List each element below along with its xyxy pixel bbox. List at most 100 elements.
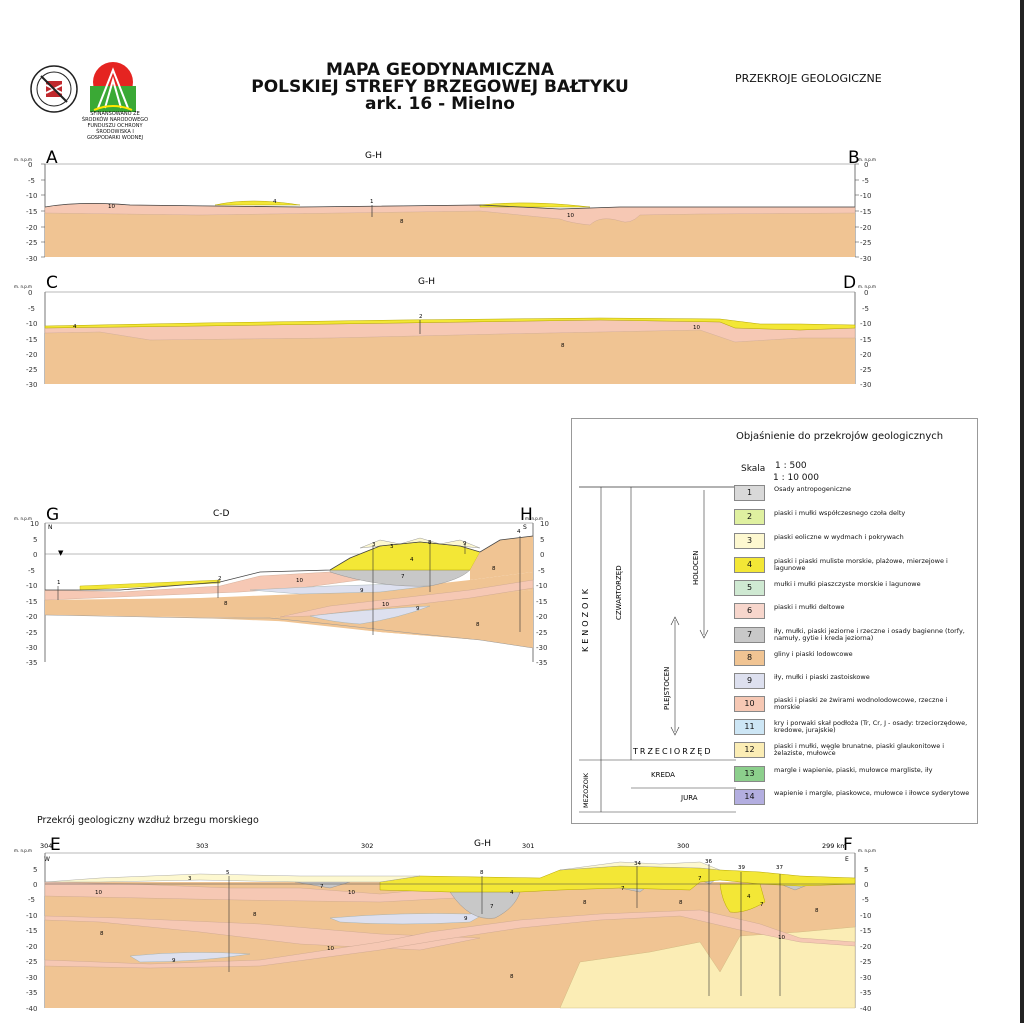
legend-row-7: 7 iły, mułki, piaski jeziorne i rzeczne i… — [734, 627, 965, 643]
section-ef-units-right: m. n.p.m — [858, 848, 876, 853]
ab-tick-r-3: -15 — [860, 208, 871, 216]
cd-tick-r-3: -15 — [860, 336, 871, 344]
ef-km-304: 304 — [40, 842, 52, 850]
legend-row-2: 2 piaski i mułki współczesnego czoła delt… — [734, 509, 964, 525]
ef-unit-3 — [44, 873, 421, 883]
ab-tick-r-1: -5 — [862, 177, 869, 185]
ab-label-8: 8 — [400, 219, 404, 225]
logos — [30, 62, 136, 113]
ab-tick-l-5: -25 — [26, 239, 37, 247]
ef-tick-r-5: -20 — [860, 943, 871, 951]
gh-label-2: 2 — [218, 576, 222, 582]
ef-tick-r-9: -40 — [860, 1005, 871, 1013]
ef-label-3: 3 — [188, 876, 192, 882]
section-gh-units-left: m. n.p.m — [14, 516, 32, 521]
ef-km-301: 301 — [522, 842, 534, 850]
ab-tick-r-2: -10 — [860, 192, 871, 200]
gh-label-10b: 10 — [382, 602, 389, 608]
ef-label-9b: 9 — [464, 916, 468, 922]
legend-row-12: 12 piaski i mułki, węgle brunatne, piaski… — [734, 742, 964, 758]
gh-tick-r-3: -5 — [538, 567, 545, 575]
ef-tick-r-2: -5 — [862, 896, 869, 904]
ef-tick-l-0: 5 — [33, 866, 37, 874]
gh-label-9c: 9 — [416, 606, 420, 612]
gh-tick-l-4: -10 — [26, 582, 37, 590]
gh-tick-r-7: -25 — [536, 629, 547, 637]
ef-tick-r-0: 5 — [864, 866, 868, 874]
cd-tick-l-4: -20 — [26, 351, 37, 359]
ef-unit-10b — [44, 915, 481, 951]
gh-tick-r-4: -10 — [536, 582, 547, 590]
gh-label-9a: 9 — [360, 588, 364, 594]
ef-tick-l-8: -35 — [26, 989, 37, 997]
section-ef-left-letter: E — [50, 835, 61, 855]
cd-unit-4 — [44, 317, 856, 331]
section-ab: A B G-H m. n.p.m m. n.p.m 0 -5 -10 -15 -… — [14, 148, 876, 263]
cd-tick-r-0: 0 — [864, 289, 868, 297]
ef-label-10d: 10 — [778, 935, 785, 941]
ef-unit-4b — [719, 883, 766, 913]
cd-tick-r-4: -20 — [860, 351, 871, 359]
section-ef-units-left: m. n.p.m — [14, 848, 32, 853]
ef-label-10a: 10 — [95, 890, 102, 896]
gh-label-7: 7 — [401, 574, 405, 580]
ef-km-299: 299 km — [822, 842, 847, 850]
legend-row-3: 3 piaski eoliczne w wydmach i pokrywach — [734, 533, 964, 549]
cd-tick-l-6: -30 — [26, 381, 37, 389]
ef-well-34: 34 — [634, 861, 641, 867]
cd-tick-r-5: -25 — [860, 366, 871, 374]
ef-km-302: 302 — [361, 842, 373, 850]
ef-label-8e: 8 — [815, 908, 819, 914]
legend-row-6: 6 piaski i mułki deltowe — [734, 603, 964, 619]
section-gh-dir-right: S — [523, 524, 527, 531]
section-gh-units-right: m. n.p.m — [525, 516, 543, 521]
ab-unit-4-lens — [214, 200, 301, 206]
ab-unit-8 — [45, 211, 855, 257]
cd-tick-r-1: -5 — [862, 305, 869, 313]
ef-label-8f: 8 — [583, 900, 587, 906]
section-cd-right-letter: D — [843, 273, 856, 293]
legend-row-13: 13 margle i wapienie, piaski, mułowce mar… — [734, 766, 964, 782]
legend-row-1: 1 Osady antropogeniczne — [734, 485, 964, 501]
ef-unit-9a — [129, 952, 251, 963]
ef-label-8a: 8 — [253, 912, 257, 918]
water-level-icon: ▼ — [58, 549, 64, 557]
ab-tick-r-5: -25 — [860, 239, 871, 247]
gh-label-4: 4 — [410, 557, 414, 563]
gh-tick-l-9: -35 — [26, 659, 37, 667]
ab-tick-r-4: -20 — [860, 224, 871, 232]
gh-label-3b: 3 — [390, 544, 394, 550]
ab-unit-4-lens2 — [479, 202, 591, 208]
cd-label-4: 4 — [73, 324, 77, 330]
section-gh-right-letter: H — [520, 505, 533, 525]
nfosigw-logo-icon — [90, 62, 136, 112]
gh-unit-10-lower — [279, 579, 534, 618]
legend-title: Objaśnienie do przekrojów geologicznych — [736, 431, 944, 442]
gh-unit-9b — [309, 605, 431, 625]
section-cd-units-right: m. n.p.m — [858, 284, 876, 289]
ab-tick-l-3: -15 — [26, 208, 37, 216]
legend-epoch-holocen: HOLOCEN — [692, 551, 700, 585]
ab-label-10b: 10 — [567, 213, 574, 219]
ef-well-8: 8 — [480, 870, 484, 876]
gh-tick-l-7: -25 — [26, 629, 37, 637]
ef-tick-l-3: -10 — [26, 912, 37, 920]
ab-tick-r-6: -30 — [860, 255, 871, 263]
section-ef: E F G-H m. n.p.m m. n.p.m W E 304 303 30… — [14, 835, 876, 1013]
ef-label-4b: 4 — [747, 894, 751, 900]
gh-tick-r-2: 0 — [540, 551, 544, 559]
gh-label-8d: 8 — [476, 622, 480, 628]
gh-tick-r-0: 10 — [540, 520, 549, 528]
ef-well-36: 36 — [705, 859, 712, 865]
ef-well-39: 39 — [738, 865, 745, 871]
gh-label-9b: 9 — [463, 541, 467, 547]
section-cd-cross-ref: G-H — [418, 277, 435, 287]
map-subtitle: POLSKIEJ STREFY BRZEGOWEJ BAŁTYKU — [251, 77, 629, 97]
gh-tick-r-5: -15 — [536, 598, 547, 606]
ef-tick-r-6: -25 — [860, 958, 871, 966]
ef-km-303: 303 — [196, 842, 208, 850]
section-ab-units-left: m. n.p.m — [14, 157, 32, 162]
gh-tick-r-9: -35 — [536, 659, 547, 667]
gh-tick-l-1: 5 — [33, 536, 37, 544]
legend-stratigraphy: KENOZOIK CZWARTORZĘD HOLOCEN PLEJSTOCEN … — [579, 486, 736, 813]
